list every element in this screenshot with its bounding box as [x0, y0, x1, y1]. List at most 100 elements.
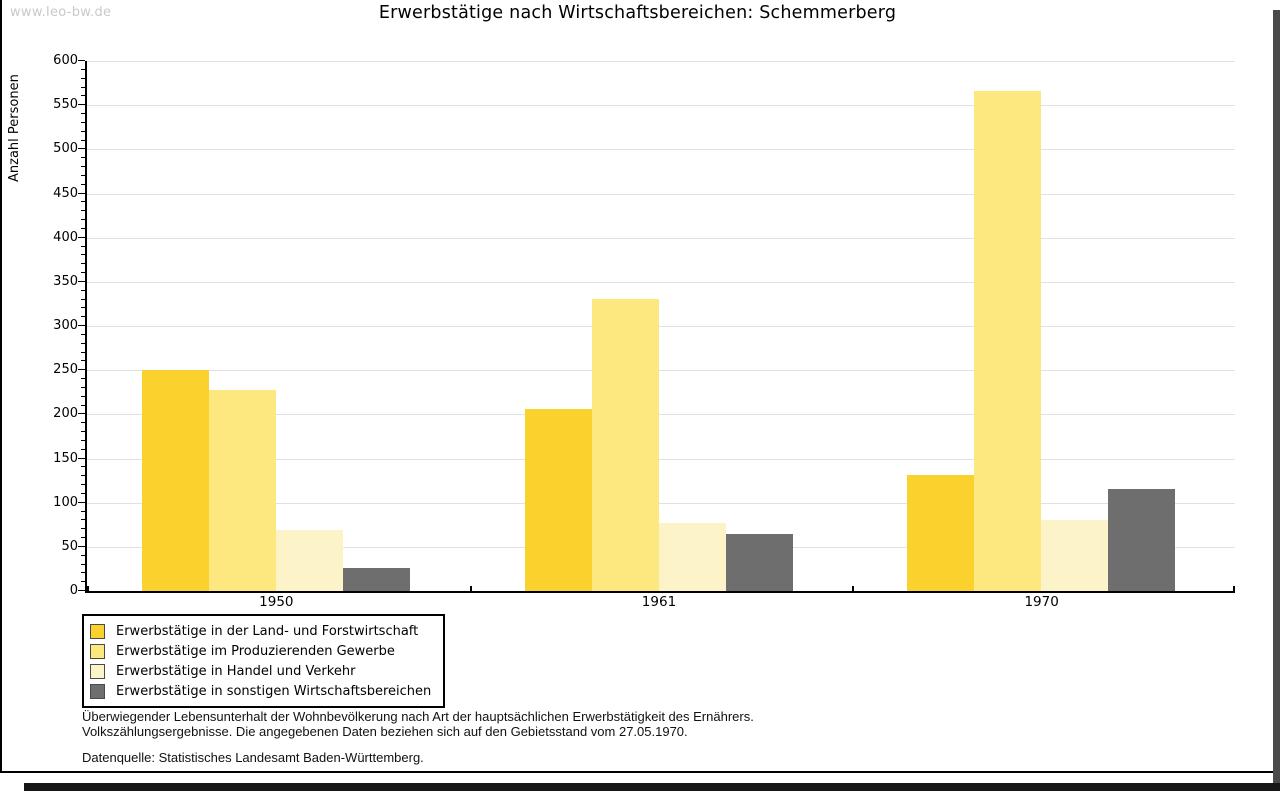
y-minor-tick [81, 333, 85, 335]
legend-label: Erwerbstätige in Handel und Verkehr [116, 663, 356, 679]
y-minor-tick [81, 386, 85, 388]
y-minor-tick [81, 139, 85, 141]
y-minor-tick [81, 263, 85, 265]
y-major-tick [78, 545, 85, 547]
y-axis-tick-labels: 0 50 100 150 200 250 300 350 400 450 500 550 600 [38, 53, 78, 598]
x-boundary-tick [852, 586, 855, 591]
y-minor-tick [81, 563, 85, 565]
y-tick-label: 400 [53, 229, 78, 245]
y-minor-tick [81, 475, 85, 477]
bar [725, 534, 793, 591]
bar [142, 370, 209, 591]
y-tick-label: 450 [53, 185, 78, 201]
y-minor-tick [81, 289, 85, 291]
bar [524, 409, 592, 591]
x-axis-tick-labels: 1950 1961 1970 [85, 594, 1233, 612]
y-tick-label: 300 [53, 318, 78, 333]
bar [658, 522, 726, 591]
y-major-tick [78, 590, 85, 591]
x-tick-label: 1970 [1024, 594, 1059, 610]
y-major-tick [78, 413, 85, 415]
bar [209, 390, 276, 591]
y-minor-tick [81, 227, 85, 229]
bar [276, 530, 343, 591]
gridline [87, 105, 1235, 107]
y-tick-label: 500 [53, 141, 78, 157]
legend-item: Erwerbstätige in Handel und Verkehr [90, 661, 431, 681]
y-minor-tick [81, 519, 85, 521]
legend-swatch [90, 683, 105, 699]
chart-plot-area [78, 60, 1235, 593]
x-tick-label: 1961 [641, 594, 677, 610]
y-tick-label: 600 [53, 53, 78, 68]
y-minor-tick [81, 183, 85, 185]
chart-title: Erwerbstätige nach Wirtschaftsbereichen:… [378, 3, 897, 23]
gridline [87, 414, 1235, 416]
y-minor-tick [81, 431, 85, 432]
legend-item: Erwerbstätige in sonstigen Wirtschaftsbe… [90, 681, 431, 701]
legend-label: Erwerbstätige in der Land- und Forstwirt… [116, 623, 419, 639]
y-minor-tick [81, 448, 85, 450]
footnote-line-2: Volkszählungsergebnisse. Die angegebenen… [82, 723, 688, 739]
y-tick-label: 150 [53, 450, 78, 466]
y-minor-tick [81, 219, 85, 220]
y-minor-tick [81, 174, 85, 176]
frame-shadow-bottom [24, 783, 1280, 791]
x-boundary-tick [1233, 586, 1235, 591]
bar [1041, 520, 1109, 591]
data-source-line: Datenquelle: Statistisches Landesamt Bad… [82, 750, 424, 765]
bar [1108, 489, 1176, 591]
bar [591, 298, 659, 591]
gridline [87, 370, 1235, 372]
y-minor-tick [81, 298, 85, 300]
gridline [87, 458, 1235, 460]
y-minor-tick [81, 378, 85, 379]
y-major-tick [78, 457, 85, 459]
bar [343, 568, 410, 591]
y-minor-tick [81, 484, 85, 485]
y-minor-tick [81, 113, 85, 114]
y-minor-tick [81, 316, 85, 318]
y-minor-tick [81, 254, 85, 256]
y-minor-tick [81, 466, 85, 468]
y-minor-tick [81, 307, 85, 309]
frame-shadow-right [1273, 10, 1280, 791]
x-boundary-tick [87, 586, 89, 591]
legend-swatch [90, 663, 105, 679]
chart-legend: Erwerbstätige in der Land- und Forstwirt… [82, 614, 446, 708]
y-major-tick [78, 60, 85, 61]
y-tick-label: 250 [53, 362, 78, 378]
gridline [87, 193, 1235, 195]
y-minor-tick [81, 572, 85, 574]
y-minor-tick [81, 121, 85, 123]
y-minor-tick [81, 95, 85, 97]
y-minor-tick [81, 510, 85, 512]
y-major-tick [78, 501, 85, 503]
y-minor-tick [81, 537, 85, 538]
bar [974, 91, 1042, 591]
y-major-tick [78, 104, 85, 106]
y-minor-tick [81, 404, 85, 406]
y-minor-tick [81, 342, 85, 344]
y-major-tick [78, 369, 85, 371]
legend-swatch [90, 623, 105, 639]
legend-item: Erwerbstätige im Produzierenden Gewerbe [90, 641, 431, 661]
x-tick-label: 1950 [259, 594, 294, 610]
y-tick-label: 350 [53, 273, 78, 289]
y-major-tick [78, 148, 85, 150]
legend-label: Erwerbstätige in sonstigen Wirtschaftsbe… [116, 683, 432, 699]
gridline [87, 502, 1235, 504]
gridline [87, 281, 1235, 283]
y-minor-tick [81, 492, 85, 494]
gridline [87, 237, 1235, 239]
legend-label: Erwerbstätige im Produzierenden Gewerbe [116, 643, 395, 659]
y-minor-tick [81, 581, 85, 583]
y-major-tick [78, 280, 85, 282]
y-tick-label: 0 [69, 583, 78, 598]
y-minor-tick [81, 395, 85, 397]
y-major-tick [78, 192, 85, 194]
gridline [87, 61, 1235, 62]
legend-swatch [90, 643, 105, 659]
y-tick-label: 550 [53, 97, 78, 113]
